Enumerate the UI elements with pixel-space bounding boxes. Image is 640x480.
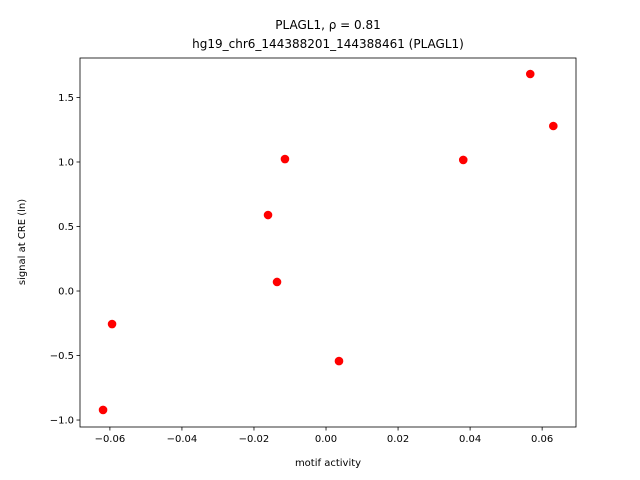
y-tick-label: 1.5 [58, 93, 74, 104]
point [263, 210, 273, 220]
y-axis-label: signal at CRE (ln) [17, 199, 28, 285]
y-tick-label: 1.0 [58, 157, 74, 168]
x-tick-label: −0.04 [167, 434, 198, 445]
y-tick-label: 0.5 [58, 222, 74, 233]
chart-subtitle: hg19_chr6_144388201_144388461 (PLAGL1) [192, 37, 464, 51]
point [280, 154, 290, 164]
y-tick-label: −1.0 [50, 416, 74, 427]
point [98, 405, 108, 415]
x-tick-label: −0.02 [239, 434, 270, 445]
point [107, 319, 117, 329]
point [334, 356, 344, 366]
chart-title: PLAGL1, ρ = 0.81 [275, 18, 380, 32]
x-tick-label: −0.06 [95, 434, 126, 445]
x-tick-label: 0.00 [315, 434, 337, 445]
plot-frame [79, 57, 577, 428]
x-tick-label: 0.02 [387, 434, 409, 445]
point [272, 277, 282, 287]
point [549, 121, 558, 131]
x-tick-label: 0.06 [531, 434, 553, 445]
y-tick-label: −0.5 [50, 351, 74, 362]
x-axis-label: motif activity [295, 458, 361, 469]
point [525, 69, 535, 79]
y-tick-label: 0.0 [58, 287, 74, 298]
x-tick-label: 0.04 [459, 434, 481, 445]
point [458, 155, 468, 165]
